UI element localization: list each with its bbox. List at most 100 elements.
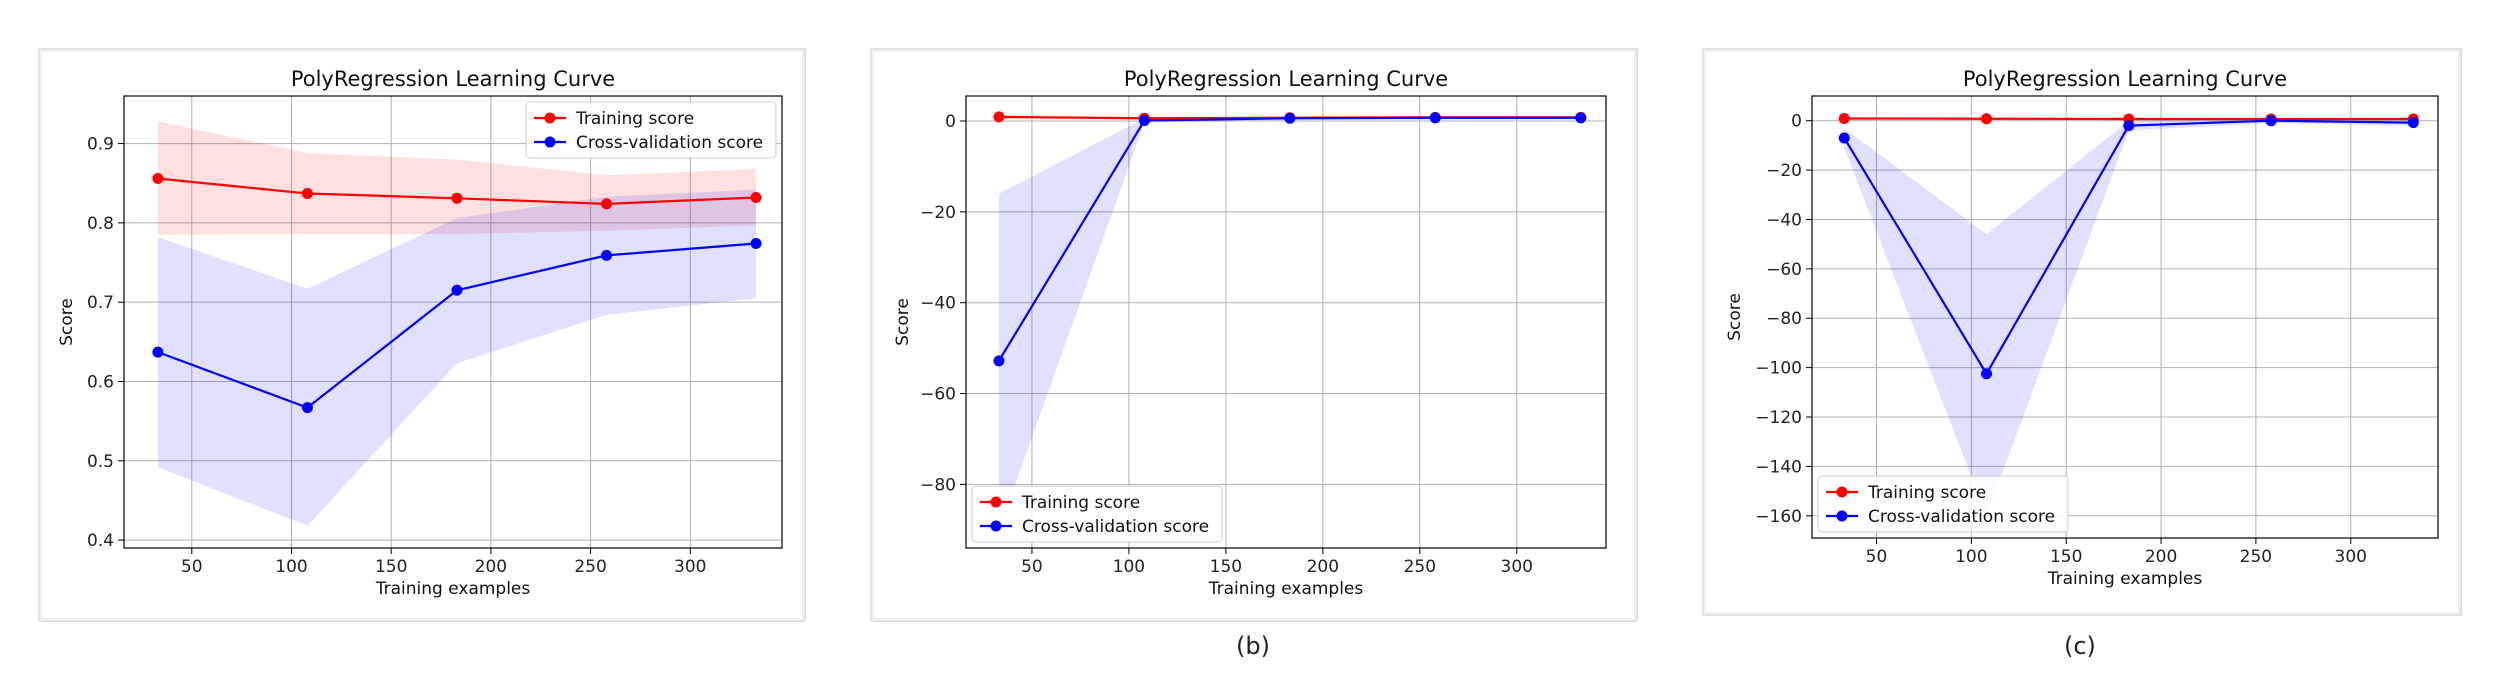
data-point-training bbox=[301, 188, 313, 200]
y-tick-label: −60 bbox=[920, 385, 956, 405]
legend-entry-label: Training score bbox=[1867, 483, 1986, 503]
y-tick-label: 0.9 bbox=[87, 135, 114, 155]
legend-entry-label: Training score bbox=[1021, 493, 1140, 513]
x-tick-label: 100 bbox=[1113, 557, 1145, 577]
x-tick-label: 250 bbox=[2240, 547, 2272, 567]
grid bbox=[1812, 96, 2438, 538]
data-point-cv bbox=[750, 237, 762, 249]
y-tick-label: −20 bbox=[1766, 161, 1802, 181]
legend: Training score Cross-validation score bbox=[971, 485, 1223, 543]
subfigure-label-c: (c) bbox=[2064, 632, 2096, 660]
data-point-cv bbox=[1981, 368, 1993, 380]
y-tick-label: 0.8 bbox=[87, 214, 114, 234]
y-tick-label: −140 bbox=[1755, 457, 1802, 477]
y-tick-label: −160 bbox=[1755, 507, 1802, 527]
legend-swatch-marker bbox=[990, 520, 1002, 532]
x-tick-label: 200 bbox=[2145, 547, 2177, 567]
y-axis-label: Score bbox=[1725, 293, 1745, 341]
x-tick-label: 50 bbox=[1021, 557, 1043, 577]
x-axis-label: Training examples bbox=[2047, 569, 2203, 589]
legend-box bbox=[1817, 475, 2069, 533]
data-point-training bbox=[601, 198, 613, 210]
y-axis-label: Score bbox=[893, 298, 913, 346]
data-point-cv bbox=[301, 402, 313, 414]
band-cv bbox=[998, 115, 1581, 530]
x-tick-label: 100 bbox=[275, 557, 307, 577]
x-tick-label: 300 bbox=[2335, 547, 2367, 567]
data-point-cv bbox=[2407, 117, 2419, 129]
y-tick-label: −80 bbox=[1766, 309, 1802, 329]
data-point-training bbox=[152, 172, 164, 184]
y-tick-label: −80 bbox=[920, 475, 956, 495]
y-tick-label: 0.6 bbox=[87, 372, 114, 392]
y-tick-label: 0 bbox=[945, 112, 956, 132]
data-point-cv bbox=[152, 346, 164, 358]
x-tick-label: 250 bbox=[1404, 557, 1436, 577]
y-tick-label: 0.5 bbox=[87, 452, 114, 472]
data-point-training bbox=[1838, 112, 1850, 124]
data-point-cv bbox=[451, 284, 463, 296]
learning-curve-chart-b: 50 100 150 200 250 300 −80 −60 −40 −20 0 PolyRegres… bbox=[893, 67, 1607, 599]
x-tick-label: 50 bbox=[181, 557, 203, 577]
legend-swatch-marker bbox=[544, 136, 556, 148]
data-point-cv bbox=[1838, 132, 1850, 144]
legend-entry-label: Training score bbox=[575, 109, 694, 129]
x-tick-label: 100 bbox=[1955, 547, 1987, 567]
legend-entry-label: Cross-validation score bbox=[1868, 507, 2055, 527]
x-tick-label: 150 bbox=[375, 557, 407, 577]
data-point-cv bbox=[1138, 115, 1150, 127]
x-tick-label: 300 bbox=[1501, 557, 1533, 577]
x-axis-label: Training examples bbox=[1208, 579, 1364, 599]
legend: Training score Cross-validation score bbox=[525, 101, 777, 159]
data-point-training bbox=[993, 111, 1005, 123]
legend-box bbox=[525, 101, 777, 159]
x-tick-label: 200 bbox=[1307, 557, 1339, 577]
chart-title: PolyRegression Learning Curve bbox=[291, 67, 615, 91]
learning-curve-chart-a: 50 100 150 200 250 300 0.4 0.5 0.6 0.7 0.8 0.9 PolyR… bbox=[57, 67, 783, 599]
y-tick-label: 0.7 bbox=[87, 293, 114, 313]
grid bbox=[124, 96, 782, 548]
data-point-training bbox=[1981, 113, 1993, 125]
data-point-cv bbox=[2265, 115, 2277, 127]
legend-swatch-marker bbox=[544, 112, 556, 124]
x-tick-label: 300 bbox=[674, 557, 706, 577]
data-point-cv bbox=[601, 249, 613, 261]
legend: Training score Cross-validation score bbox=[1817, 475, 2069, 533]
x-tick-label: 250 bbox=[574, 557, 606, 577]
data-point-cv bbox=[2123, 120, 2135, 132]
data-point-cv bbox=[1284, 112, 1296, 124]
legend-swatch-marker bbox=[990, 496, 1002, 508]
band-cv bbox=[1844, 118, 2414, 516]
y-tick-label: −40 bbox=[1766, 210, 1802, 230]
legend-box bbox=[971, 485, 1223, 543]
y-axis-label: Score bbox=[57, 298, 77, 346]
band-cv bbox=[157, 189, 757, 526]
y-tick-label: −60 bbox=[1766, 260, 1802, 280]
legend-entry-label: Cross-validation score bbox=[576, 133, 763, 153]
data-point-cv bbox=[993, 355, 1005, 367]
chart-panel-b: 50 100 150 200 250 300 −80 −60 −40 −20 0 PolyRegres… bbox=[870, 48, 1638, 622]
x-tick-label: 50 bbox=[1866, 547, 1888, 567]
learning-curve-chart-c: 50 100 150 200 250 300 −160 −140 −120 −100 −80 −60 −… bbox=[1725, 67, 2439, 589]
x-tick-label: 150 bbox=[1210, 557, 1242, 577]
y-tick-label: −100 bbox=[1755, 359, 1802, 379]
data-point-training bbox=[750, 192, 762, 204]
chart-title: PolyRegression Learning Curve bbox=[1124, 67, 1448, 91]
chart-panel-a: 50 100 150 200 250 300 0.4 0.5 0.6 0.7 0.8 0.9 PolyR… bbox=[38, 48, 806, 622]
data-point-training bbox=[451, 192, 463, 204]
y-tick-label: 0.4 bbox=[87, 531, 114, 551]
y-tick-label: −40 bbox=[920, 294, 956, 314]
x-axis-label: Training examples bbox=[375, 579, 531, 599]
grid bbox=[966, 96, 1606, 548]
y-tick-label: −20 bbox=[920, 203, 956, 223]
chart-panel-c: 50 100 150 200 250 300 −160 −140 −120 −100 −80 −60 −… bbox=[1702, 48, 2462, 616]
subfigure-label-b: (b) bbox=[1236, 632, 1270, 660]
plot-frame bbox=[965, 95, 1607, 549]
plot-frame bbox=[123, 95, 783, 549]
y-tick-label: 0 bbox=[1791, 112, 1802, 132]
chart-title: PolyRegression Learning Curve bbox=[1963, 67, 2287, 91]
plot-frame bbox=[1811, 95, 2439, 539]
x-tick-label: 150 bbox=[2050, 547, 2082, 567]
x-tick-label: 200 bbox=[475, 557, 507, 577]
legend-swatch-marker bbox=[1836, 486, 1848, 498]
